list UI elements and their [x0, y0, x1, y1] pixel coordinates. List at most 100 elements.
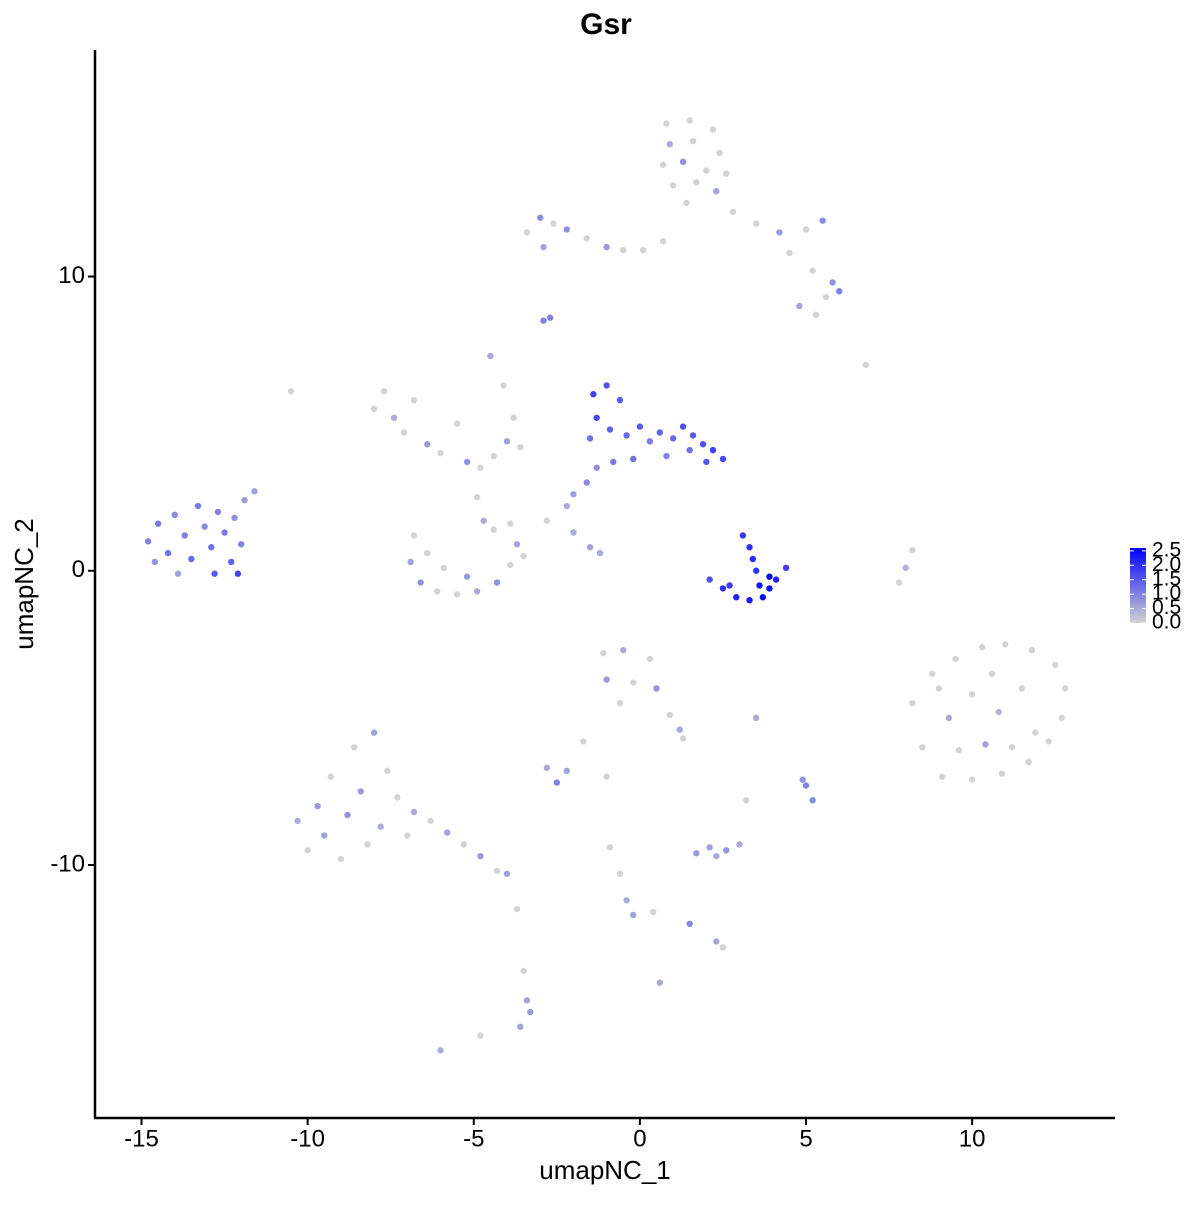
point: [237, 541, 245, 548]
point: [507, 561, 514, 569]
point: [503, 438, 511, 445]
y-tick-label: 10: [58, 262, 85, 289]
point: [434, 588, 441, 595]
point: [437, 449, 444, 457]
point: [630, 679, 637, 686]
point: [829, 279, 836, 286]
point: [796, 302, 803, 310]
point: [241, 496, 248, 504]
point: [164, 549, 172, 557]
point: [586, 435, 594, 442]
point: [513, 905, 521, 913]
point: [520, 552, 527, 560]
point: [503, 870, 511, 878]
point: [507, 520, 514, 527]
point: [683, 199, 690, 207]
point: [174, 570, 182, 577]
point: [1051, 661, 1059, 669]
point: [646, 655, 654, 663]
point: [630, 911, 637, 919]
point: [1018, 685, 1026, 692]
point: [477, 852, 484, 860]
point: [606, 426, 614, 433]
point: [759, 594, 767, 601]
point: [616, 870, 624, 878]
point: [463, 573, 471, 580]
point: [676, 726, 683, 733]
point: [802, 782, 810, 789]
point: [693, 850, 700, 857]
point: [171, 511, 178, 519]
point: [540, 317, 547, 324]
point: [955, 747, 963, 754]
point: [603, 243, 610, 251]
point: [630, 455, 637, 463]
point: [370, 729, 378, 736]
point: [929, 670, 936, 677]
chart-title: Gsr: [580, 8, 632, 41]
point: [653, 685, 660, 692]
colorbar-tick-label: 2.0: [1152, 553, 1181, 576]
point: [703, 167, 710, 174]
point: [799, 776, 806, 783]
point: [437, 1047, 444, 1054]
point: [998, 770, 1006, 777]
point: [603, 382, 610, 389]
point: [208, 544, 215, 551]
point: [563, 502, 570, 510]
x-tick-label: 0: [633, 1125, 646, 1152]
point: [463, 458, 471, 466]
point: [410, 532, 418, 539]
point: [689, 138, 697, 145]
point: [663, 120, 670, 127]
point: [583, 235, 590, 242]
point: [234, 570, 242, 577]
point: [590, 391, 597, 398]
point: [410, 396, 418, 404]
colorbar-tick-label: 1.0: [1152, 582, 1181, 605]
point: [1045, 738, 1052, 745]
point: [453, 591, 461, 598]
point: [390, 414, 398, 421]
point: [188, 555, 195, 563]
point: [600, 649, 607, 657]
point: [490, 452, 497, 460]
point: [510, 414, 517, 421]
point: [739, 532, 747, 539]
point: [523, 229, 531, 236]
point: [1025, 758, 1032, 766]
point: [493, 867, 501, 875]
point: [1061, 685, 1069, 692]
colorbar-tick-label: 2.5: [1152, 538, 1181, 561]
point: [752, 714, 760, 722]
point: [424, 549, 431, 557]
point: [1058, 714, 1066, 722]
point: [726, 582, 733, 589]
point: [679, 158, 687, 166]
point: [400, 429, 408, 436]
y-tick-label: -10: [50, 850, 85, 877]
point: [919, 744, 926, 751]
point: [214, 508, 222, 516]
colorbar-tick-label: 0.0: [1152, 611, 1181, 634]
point: [144, 538, 152, 545]
point: [380, 388, 388, 395]
y-axis-label: umapNC_2: [9, 518, 39, 650]
point: [583, 479, 590, 486]
point: [407, 558, 414, 566]
point: [766, 585, 773, 592]
point: [669, 182, 677, 189]
point: [251, 488, 258, 495]
point: [487, 352, 494, 360]
point: [713, 852, 720, 860]
point: [939, 773, 946, 780]
point: [772, 576, 780, 583]
point: [713, 938, 720, 945]
point: [709, 446, 717, 454]
point: [809, 797, 816, 804]
point: [743, 797, 750, 804]
point: [500, 382, 507, 389]
point: [968, 691, 976, 698]
point: [231, 514, 238, 522]
